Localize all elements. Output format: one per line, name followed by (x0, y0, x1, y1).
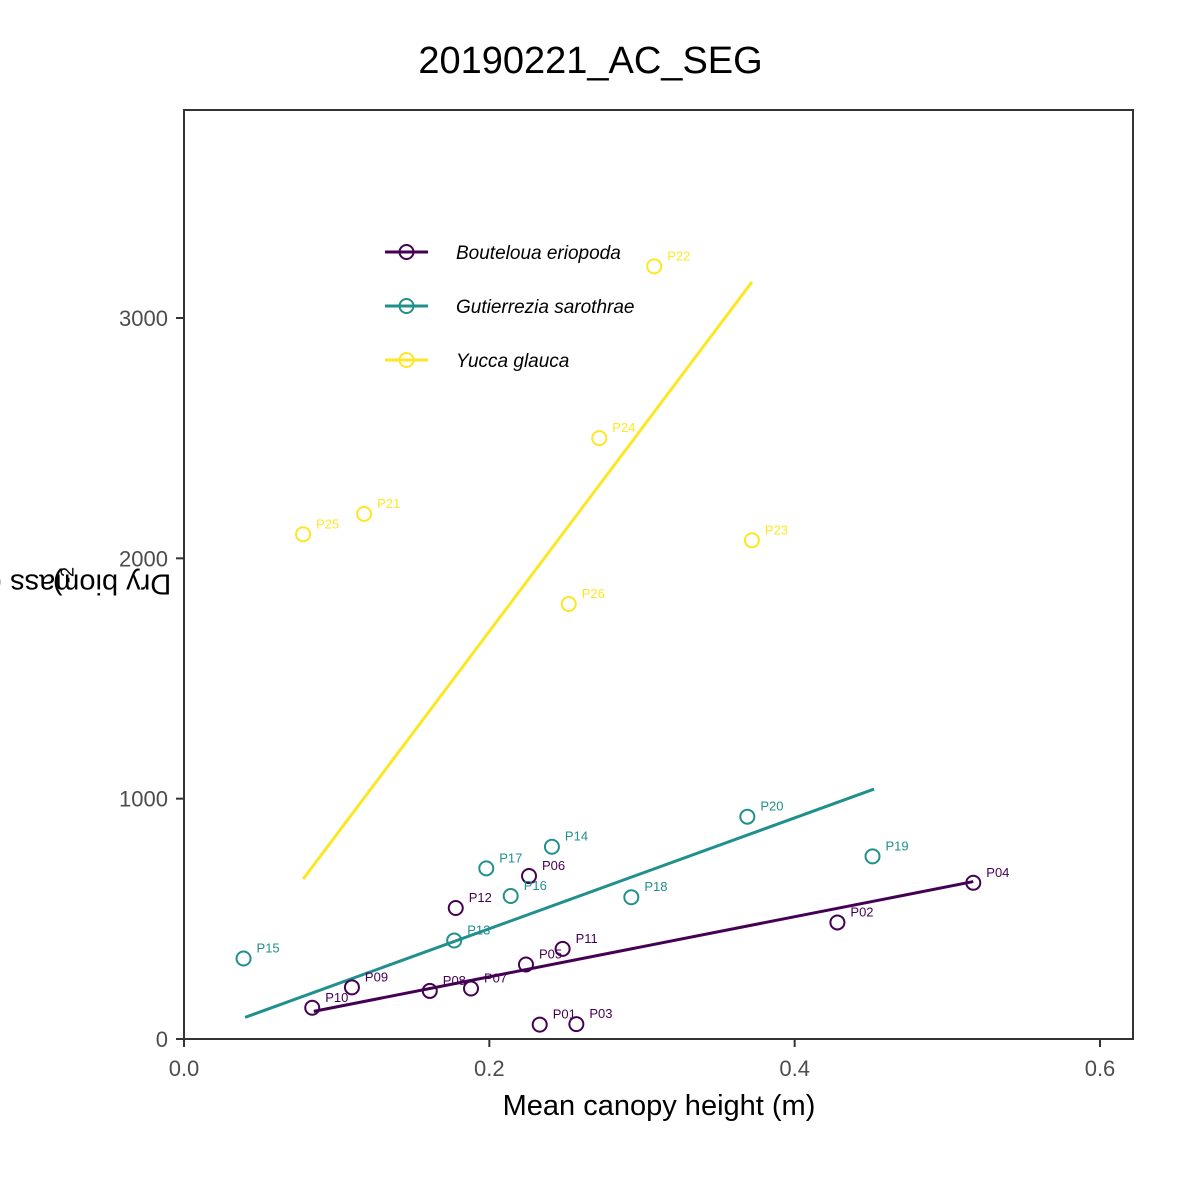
legend: Bouteloua eriopoda Gutierrezia sarothrae Y… (385, 243, 634, 372)
legend-label-gutierrezia-sarothrae: Gutierrezia sarothrae (456, 297, 634, 318)
point-p20 (739, 808, 756, 825)
x-axis-label: Mean canopy height (m) (502, 1090, 816, 1122)
legend-key-point-bouteloua-eriopoda (398, 244, 415, 260)
point-label-p25: P25 (316, 516, 339, 531)
fit-line-yucca-glauca (301, 281, 754, 881)
point-p15 (235, 950, 252, 967)
point-p08 (421, 982, 438, 999)
point-p11 (554, 940, 571, 957)
chart-title: 20190221_AC_SEG (418, 40, 763, 82)
legend-label-yucca-glauca: Yucca glauca (456, 351, 569, 372)
point-label-p26: P26 (582, 586, 605, 601)
x-tick-label: 0.0 (169, 1056, 200, 1081)
point-p19 (864, 848, 881, 865)
point-p26 (560, 595, 577, 612)
point-label-p17: P17 (499, 850, 522, 865)
point-p04 (965, 874, 982, 891)
point-label-p04: P04 (986, 865, 1009, 880)
point-p24 (591, 430, 608, 447)
point-label-p09: P09 (365, 969, 388, 984)
point-labels: P01 P02 P03 P04 P05 P06 P07 P08 P09 P10 P11 P12 P13 P… (257, 248, 1010, 1021)
point-label-p10: P10 (325, 990, 348, 1005)
point-p14 (543, 838, 560, 855)
point-label-p12: P12 (469, 890, 492, 905)
point-p16 (502, 888, 519, 905)
point-p01 (531, 1016, 548, 1033)
point-label-p11: P11 (576, 931, 598, 946)
point-p07 (463, 980, 480, 997)
y-tick-label: 2000 (119, 546, 168, 571)
y-tick-label: 3000 (119, 306, 168, 331)
point-label-p08: P08 (443, 973, 466, 988)
point-label-p03: P03 (589, 1006, 612, 1021)
point-p05 (517, 956, 534, 973)
point-p21 (356, 505, 373, 522)
point-label-p06: P06 (542, 858, 565, 873)
point-label-p15: P15 (257, 940, 280, 955)
point-label-p23: P23 (765, 522, 788, 537)
point-label-p19: P19 (886, 838, 909, 853)
point-p06 (521, 868, 538, 885)
point-label-p22: P22 (667, 248, 690, 263)
point-label-p20: P20 (760, 799, 783, 814)
point-label-p16: P16 (524, 878, 547, 893)
point-p12 (447, 900, 464, 917)
y-axis-label-text: Dry biomass (g m (0, 567, 172, 600)
legend-label-bouteloua-eriopoda: Bouteloua eriopoda (456, 243, 621, 264)
plot-panel-border (183, 109, 1134, 1040)
point-p22 (646, 258, 663, 275)
point-p13 (446, 932, 463, 949)
point-p18 (623, 889, 640, 906)
point-p02 (829, 914, 846, 931)
point-p25 (295, 526, 312, 543)
data-points (235, 258, 982, 1033)
point-p23 (743, 532, 760, 549)
x-tick-label: 0.2 (474, 1056, 505, 1081)
point-label-p13: P13 (467, 922, 490, 937)
x-axis: 0.0 0.2 0.4 0.6 (169, 1039, 1116, 1081)
point-p17 (478, 860, 495, 877)
fit-line-bouteloua-eriopoda (313, 880, 974, 1013)
point-label-p02: P02 (850, 904, 873, 919)
legend-key-point-gutierrezia-sarothrae (398, 298, 415, 314)
y-axis-label-close: ) (52, 567, 63, 600)
point-label-p05: P05 (539, 946, 562, 961)
y-axis-label: Dry biomass (g m-2) (0, 567, 171, 600)
point-label-p07: P07 (484, 971, 507, 986)
fit-line-gutierrezia-sarothrae (244, 787, 875, 1019)
y-tick-label: 0 (156, 1027, 168, 1052)
x-tick-label: 0.4 (779, 1056, 810, 1081)
y-tick-label: 1000 (119, 787, 168, 812)
point-label-p24: P24 (612, 420, 635, 435)
y-axis: 0 1000 2000 3000 (119, 306, 184, 1052)
point-label-p21: P21 (377, 496, 400, 511)
point-p09 (343, 979, 360, 996)
x-tick-label: 0.6 (1085, 1056, 1116, 1081)
point-p03 (568, 1016, 585, 1033)
point-label-p14: P14 (565, 829, 588, 844)
point-p10 (304, 999, 321, 1016)
legend-key-point-yucca-glauca (398, 352, 415, 368)
point-label-p01: P01 (553, 1007, 576, 1022)
point-label-p18: P18 (644, 879, 667, 894)
